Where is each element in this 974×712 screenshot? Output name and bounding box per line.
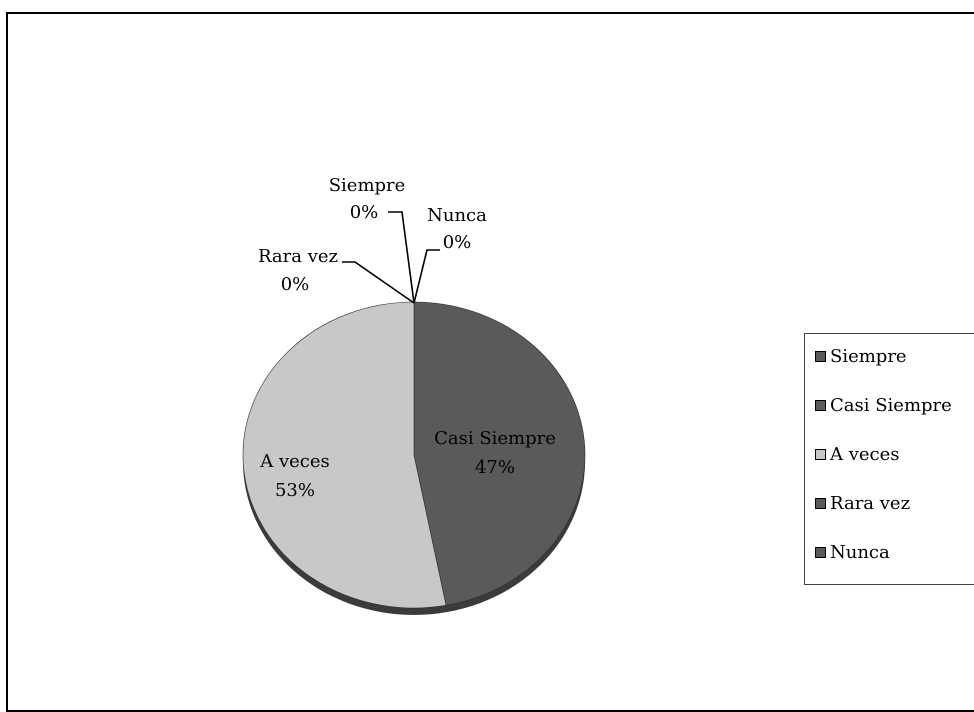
legend-item-a-veces: A veces	[815, 444, 900, 465]
label-a-veces-name: A veces	[259, 451, 330, 472]
legend-item-nunca: Nunca	[815, 542, 890, 563]
label-siempre-name: Siempre	[329, 175, 406, 196]
legend-label-rara-vez: Rara vez	[830, 493, 910, 514]
leader-line-nunca	[414, 250, 440, 303]
leader-lines	[342, 212, 440, 303]
legend-swatch-a-veces	[815, 449, 826, 460]
label-rara-vez-percent: 0%	[281, 274, 310, 295]
legend-item-siempre: Siempre	[815, 346, 907, 367]
label-nunca-percent: 0%	[443, 232, 472, 253]
legend-swatch-nunca	[815, 547, 826, 558]
legend-label-nunca: Nunca	[830, 542, 890, 563]
label-casi-siempre-percent: 47%	[475, 457, 515, 478]
legend-label-a-veces: A veces	[830, 444, 900, 465]
legend-swatch-casi-siempre	[815, 400, 826, 411]
label-nunca-name: Nunca	[427, 205, 487, 226]
label-siempre-percent: 0%	[350, 202, 379, 223]
leader-line-rara-vez	[342, 262, 414, 303]
legend-item-rara-vez: Rara vez	[815, 493, 910, 514]
leader-line-siempre	[388, 212, 414, 303]
pie-slice-casi-siempre	[414, 302, 585, 605]
legend-swatch-siempre	[815, 351, 826, 362]
label-rara-vez-name: Rara vez	[258, 246, 338, 267]
legend-label-casi-siempre: Casi Siempre	[830, 395, 952, 416]
label-a-veces-percent: 53%	[275, 480, 315, 501]
legend-label-siempre: Siempre	[830, 346, 907, 367]
legend: Siempre Casi Siempre A veces Rara vez Nu…	[804, 333, 974, 585]
label-casi-siempre-name: Casi Siempre	[434, 428, 556, 449]
legend-item-casi-siempre: Casi Siempre	[815, 395, 952, 416]
legend-swatch-rara-vez	[815, 498, 826, 509]
